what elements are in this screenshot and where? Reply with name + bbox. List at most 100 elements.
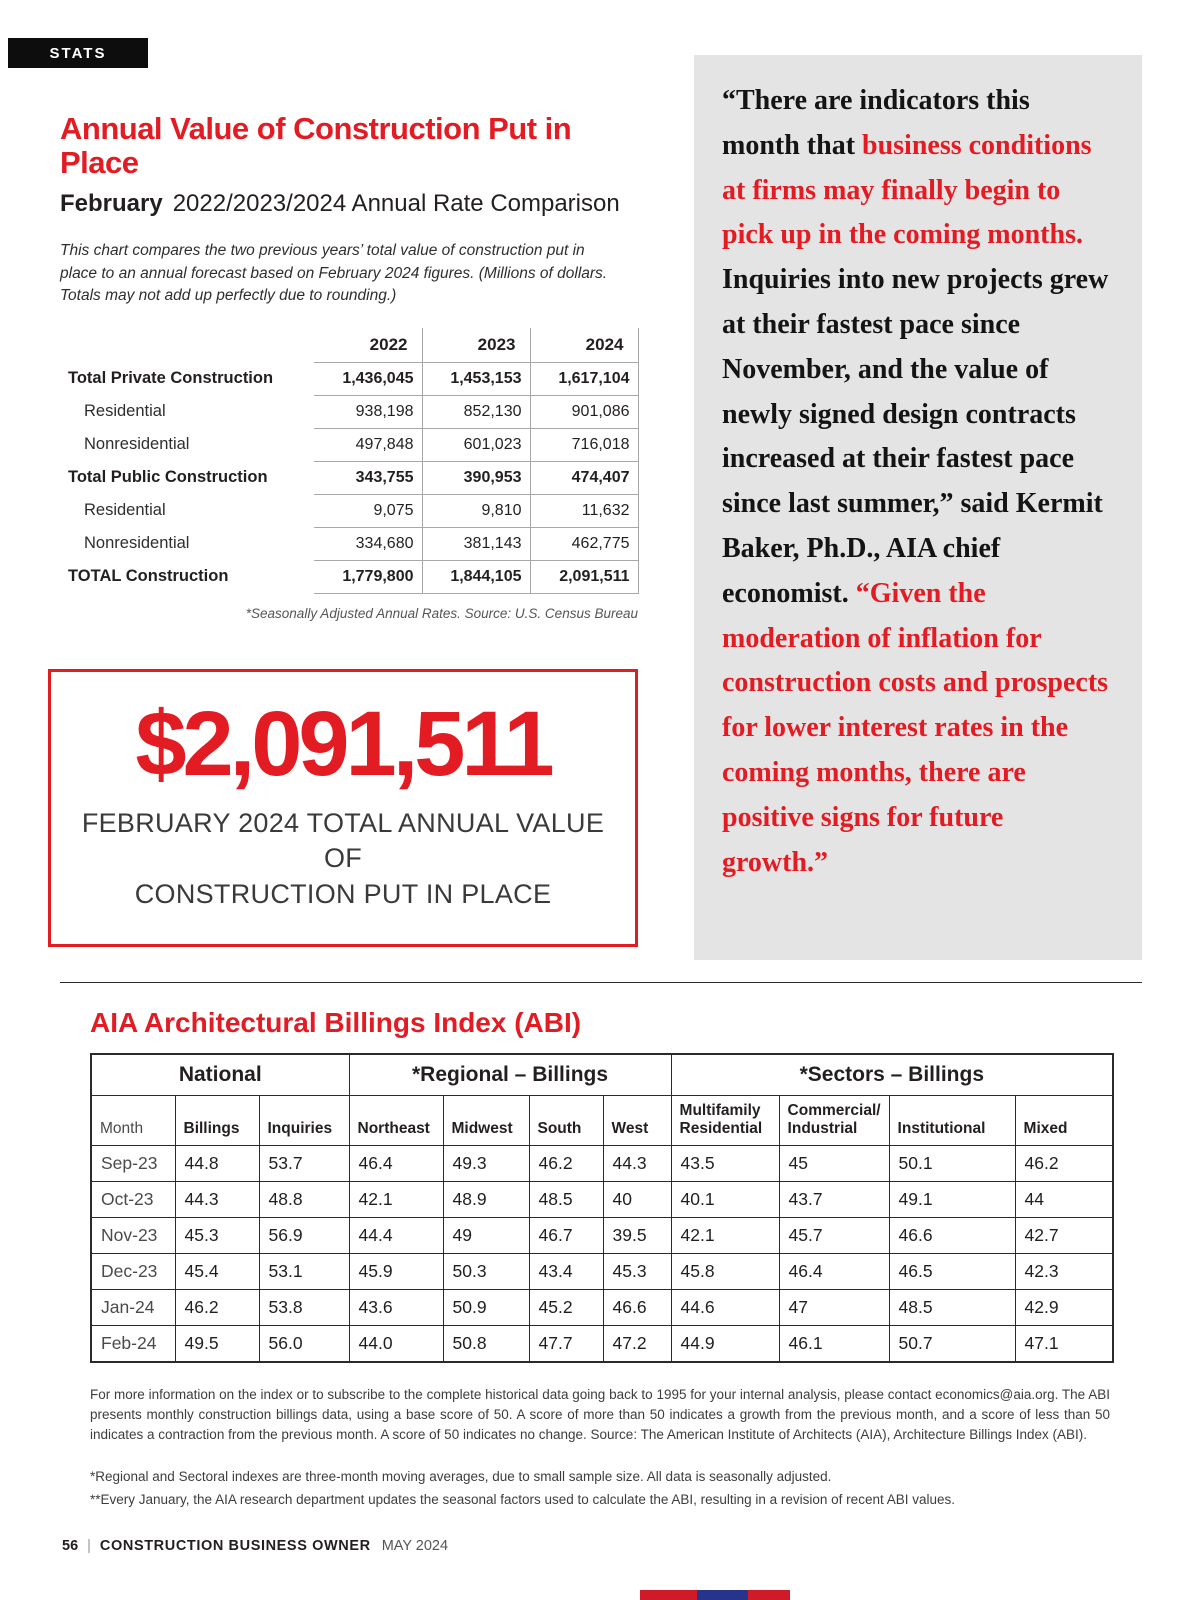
cell-value: 938,198 [314, 395, 422, 429]
value-cell: 45 [778, 1144, 890, 1182]
value-cell: 42.7 [1014, 1216, 1114, 1254]
table-row-total-private: Total Private Construction 1,436,045 1,4… [60, 362, 639, 396]
value-cell: 45.3 [174, 1216, 260, 1254]
row-label: TOTAL Construction [68, 567, 229, 586]
value-cell: 47.7 [528, 1324, 604, 1363]
value-cell: 49.1 [888, 1180, 1016, 1218]
value-cell: 43.6 [348, 1288, 444, 1326]
quote-segment-highlight: business conditions at firms may finally… [722, 129, 1092, 251]
cell-value: 334,680 [314, 527, 422, 561]
table-row-public-nonresidential: Nonresidential 334,680 381,143 462,775 [60, 527, 639, 561]
stats-badge-label: STATS [49, 44, 107, 62]
year-header-row: 2022 2023 2024 [60, 327, 639, 363]
economist-quote-box: “There are indicators this month that bu… [694, 55, 1142, 960]
construction-subtitle: February 2022/2023/2024 Annual Rate Compa… [60, 190, 638, 218]
month-cell: Sep-23 [90, 1144, 176, 1182]
month-cell: Jan-24 [90, 1288, 176, 1326]
value-cell: 50.7 [888, 1324, 1016, 1363]
value-cell: 47 [778, 1288, 890, 1326]
section-divider [60, 982, 1142, 983]
value-cell: 45.4 [174, 1252, 260, 1290]
value-cell: 48.9 [442, 1180, 530, 1218]
year-header-2023: 2023 [421, 327, 530, 363]
value-cell: 46.6 [602, 1288, 672, 1326]
month-cell: Feb-24 [90, 1324, 176, 1363]
value-cell: 44.4 [348, 1216, 444, 1254]
value-cell: 44 [1014, 1180, 1114, 1218]
issue-date: MAY 2024 [381, 1538, 449, 1554]
value-cell: 49.3 [442, 1144, 530, 1182]
value-cell: 56.9 [258, 1216, 350, 1254]
year-header-2022: 2022 [314, 327, 422, 363]
abi-row-nov-23: Nov-23 45.3 56.9 44.4 49 46.7 39.5 42.1 … [90, 1216, 1114, 1254]
abi-row-jan-24: Jan-24 46.2 53.8 43.6 50.9 45.2 46.6 44.… [90, 1288, 1114, 1326]
row-label: Nonresidential [84, 534, 190, 553]
value-cell: 44.0 [348, 1324, 444, 1363]
cell-value: 852,130 [421, 395, 530, 429]
row-label: Residential [84, 501, 166, 520]
column-header-inquiries: Inquiries [258, 1095, 350, 1146]
value-cell: 50.9 [442, 1288, 530, 1326]
table-row-private-nonresidential: Nonresidential 497,848 601,023 716,018 [60, 428, 639, 462]
cell-value: 390,953 [421, 461, 530, 495]
column-header-institutional: Institutional [888, 1095, 1016, 1146]
value-cell: 48.8 [258, 1180, 350, 1218]
value-cell: 47.1 [1014, 1324, 1114, 1363]
value-cell: 42.9 [1014, 1288, 1114, 1326]
value-cell: 45.2 [528, 1288, 604, 1326]
month-cell: Dec-23 [90, 1252, 176, 1290]
row-label: Total Public Construction [68, 468, 268, 487]
total-value-figure: $2,091,511 [135, 692, 554, 795]
abi-footnote-january: **Every January, the AIA research depart… [90, 1491, 955, 1507]
chart-description-note: This chart compares the two previous yea… [60, 242, 608, 305]
construction-value-table: 2022 2023 2024 Total Private Constructio… [60, 327, 639, 594]
value-cell: 42.1 [670, 1216, 780, 1254]
page-edge-artifact [640, 1590, 790, 1600]
cell-value: 343,755 [314, 461, 422, 495]
value-cell: 42.1 [348, 1180, 444, 1218]
year-header-spacer [60, 328, 314, 363]
table-row-total-public: Total Public Construction 343,755 390,95… [60, 461, 639, 495]
cell-value: 1,453,153 [421, 362, 530, 396]
group-header-national: National [90, 1053, 350, 1096]
total-value-caption-line1: FEBRUARY 2024 TOTAL ANNUAL VALUE OF [81, 807, 605, 874]
cell-value: 497,848 [314, 428, 422, 462]
construction-section-title: Annual Value of Construction Put in Plac… [60, 111, 572, 181]
value-cell: 49.5 [174, 1324, 260, 1363]
cell-value: 11,632 [529, 494, 639, 528]
table-source-footnote: *Seasonally Adjusted Annual Rates. Sourc… [245, 605, 638, 621]
value-cell: 50.3 [442, 1252, 530, 1290]
page-number: 56 [62, 1538, 79, 1554]
cell-value: 1,779,800 [314, 560, 422, 594]
abi-column-header-row: Month Billings Inquiries Northeast Midwe… [90, 1095, 1114, 1146]
value-cell: 45.9 [348, 1252, 444, 1290]
abi-section: AIA Architectural Billings Index (ABI) N… [60, 982, 1142, 1510]
cell-value: 901,086 [529, 395, 639, 429]
value-cell: 44.9 [670, 1324, 780, 1363]
value-cell: 46.4 [348, 1144, 444, 1182]
group-header-regional-billings: *Regional – Billings [348, 1053, 672, 1096]
abi-row-oct-23: Oct-23 44.3 48.8 42.1 48.9 48.5 40 40.1 … [90, 1180, 1114, 1218]
value-cell: 53.1 [258, 1252, 350, 1290]
quote-segment: Inquiries into new projects grew at thei… [722, 264, 1109, 609]
total-value-highlight-box: $2,091,511 FEBRUARY 2024 TOTAL ANNUAL VA… [48, 668, 638, 948]
value-cell: 46.1 [778, 1324, 890, 1363]
group-header-sectors-billings: *Sectors – Billings [670, 1053, 1114, 1096]
value-cell: 44.6 [670, 1288, 780, 1326]
value-cell: 44.3 [602, 1144, 672, 1182]
abi-footnote-regional: *Regional and Sectoral indexes are three… [90, 1469, 832, 1485]
subtitle-month: February [60, 190, 163, 218]
cell-value: 601,023 [421, 428, 530, 462]
column-header-west: West [602, 1095, 672, 1146]
quote-segment: “There are indicators this month that [722, 85, 1030, 161]
value-cell: 46.2 [528, 1144, 604, 1182]
value-cell: 44.3 [174, 1180, 260, 1218]
table-row-private-residential: Residential 938,198 852,130 901,086 [60, 395, 639, 429]
value-cell: 44.8 [174, 1144, 260, 1182]
value-cell: 46.6 [888, 1216, 1016, 1254]
value-cell: 50.1 [888, 1144, 1016, 1182]
footer-separator: | [87, 1538, 91, 1554]
value-cell: 53.7 [258, 1144, 350, 1182]
abi-section-title: AIA Architectural Billings Index (ABI) [90, 1007, 582, 1038]
cell-value: 474,407 [529, 461, 639, 495]
